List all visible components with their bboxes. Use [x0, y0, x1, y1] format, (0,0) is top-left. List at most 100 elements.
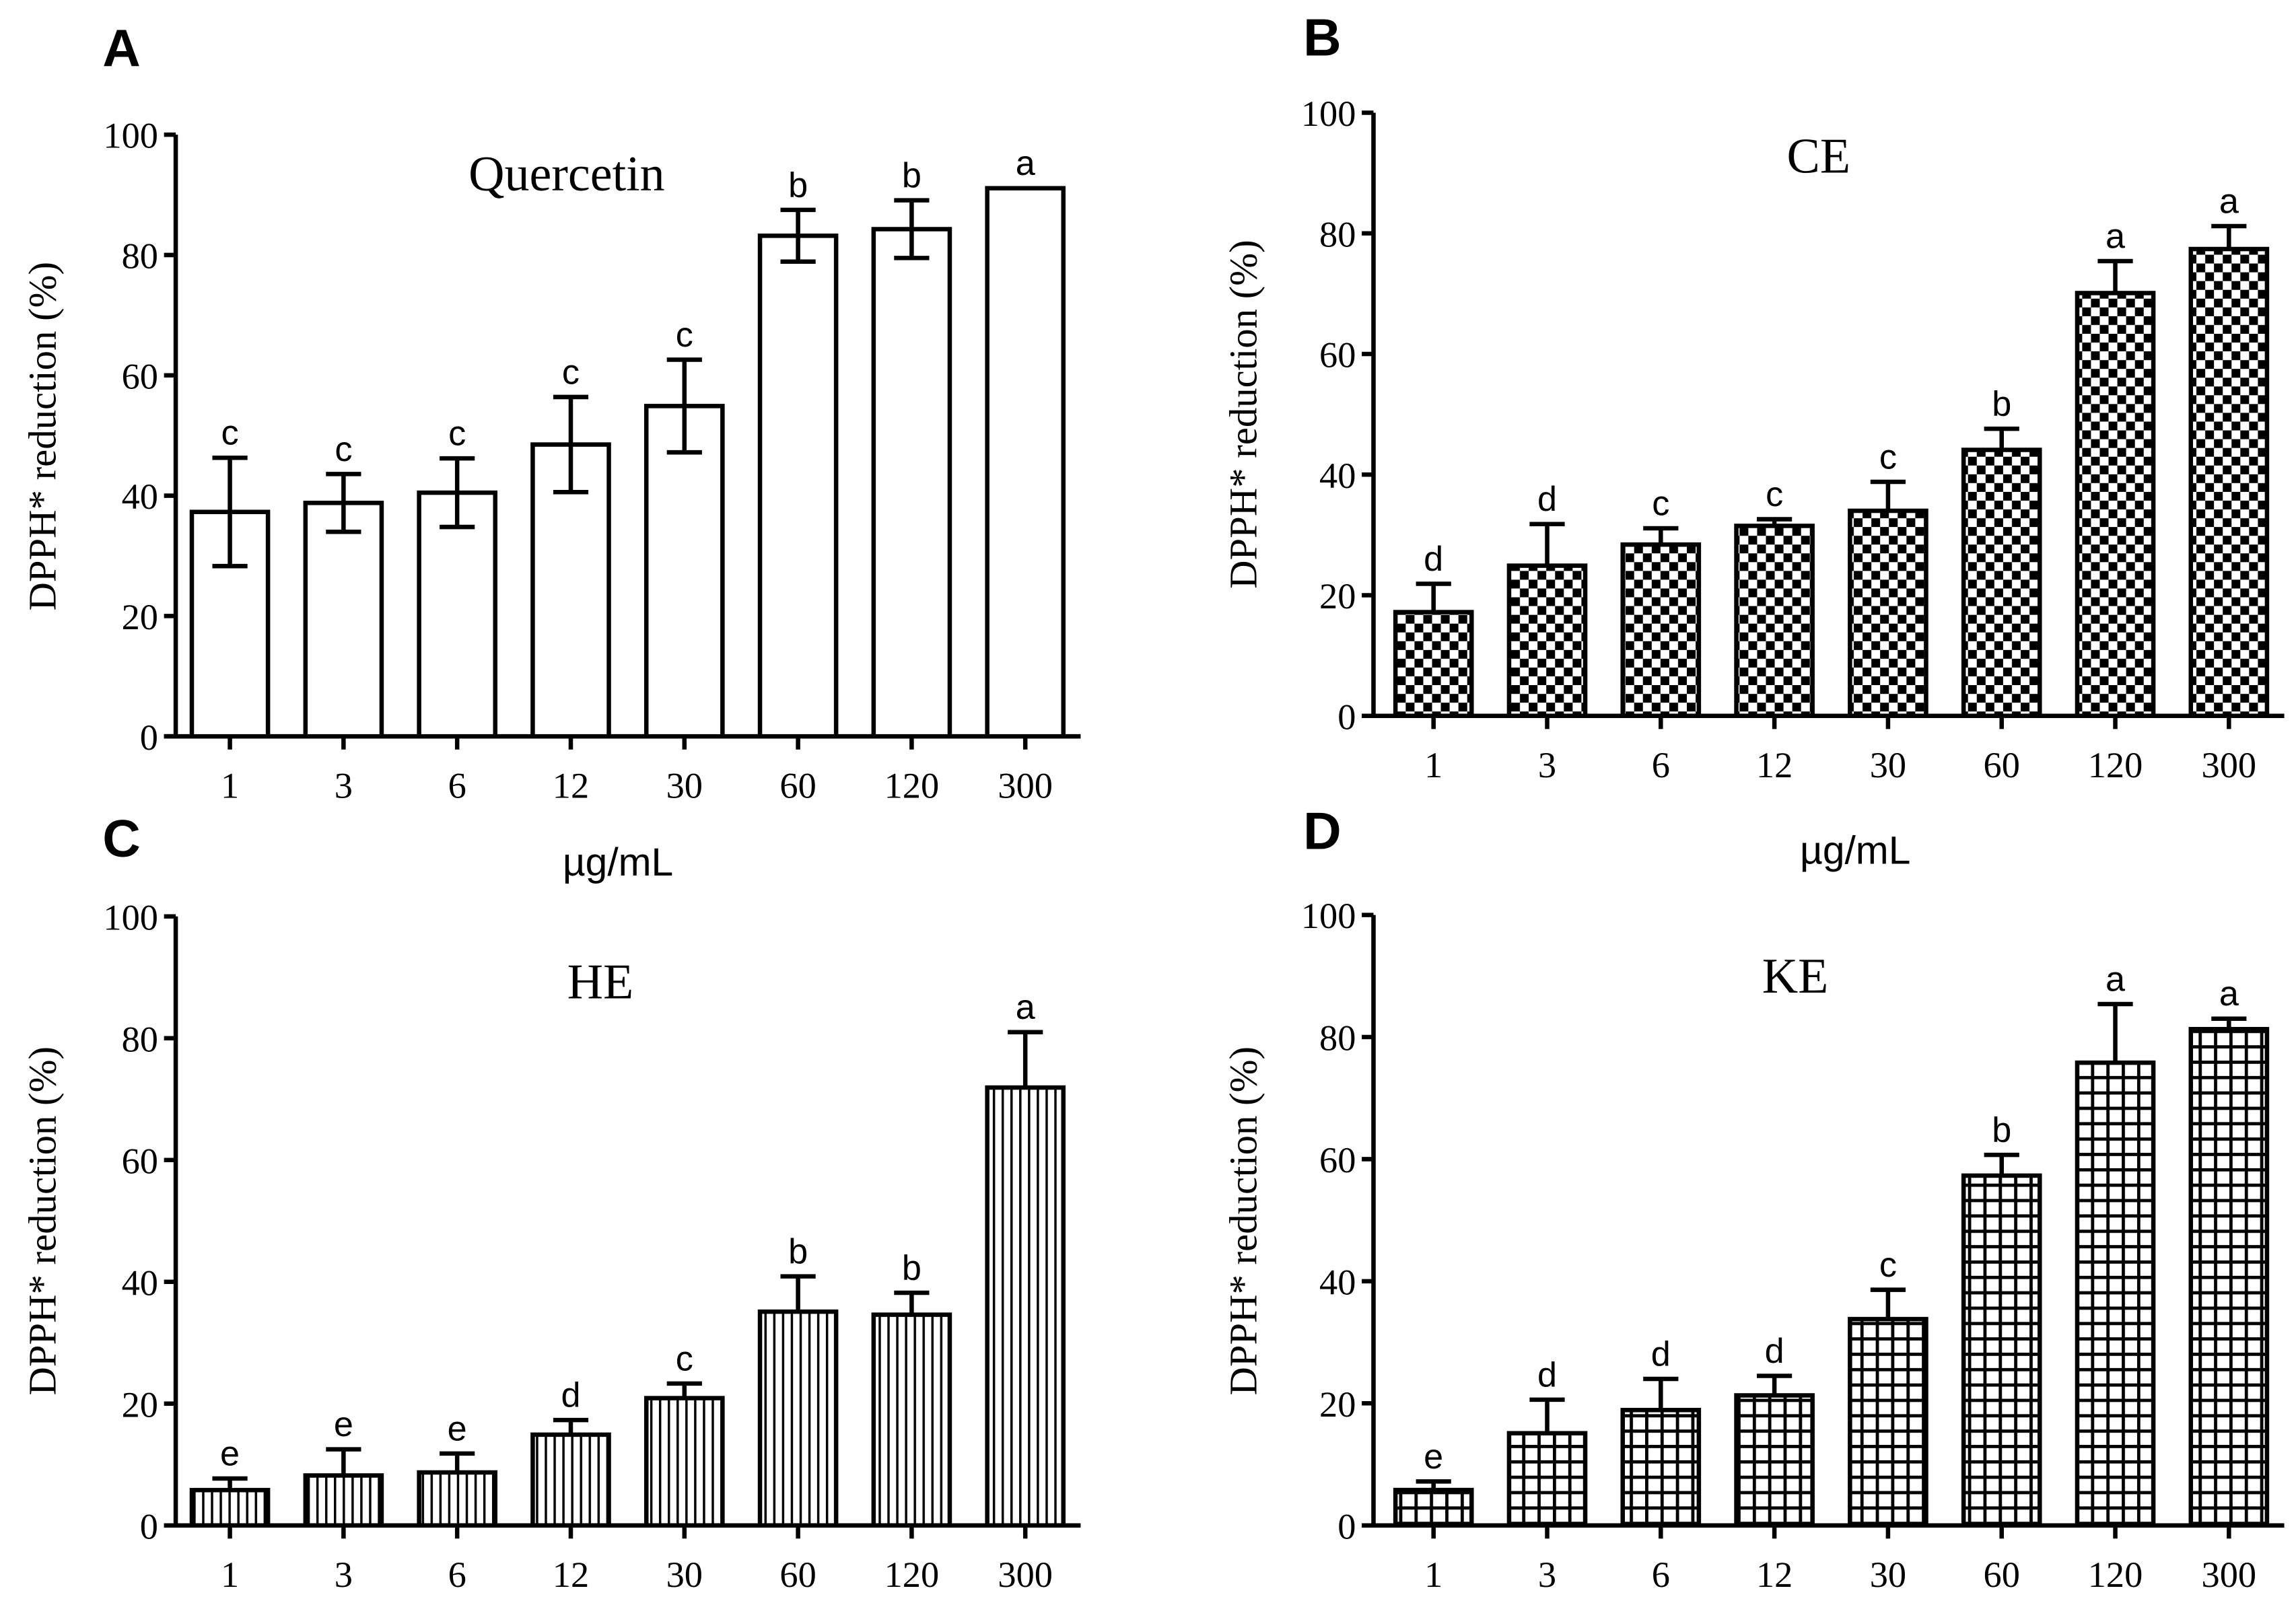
x-tick-label: 12: [1756, 1555, 1793, 1595]
significance-letter: c: [1652, 484, 1669, 523]
significance-letter: b: [1992, 1111, 2011, 1150]
y-tick-label: 100: [1301, 94, 1356, 134]
y-tick-label: 60: [122, 356, 158, 396]
x-tick-label: 3: [1538, 1555, 1556, 1595]
bar: [1393, 1487, 1474, 1528]
y-tick-label: 20: [1319, 1384, 1356, 1425]
bar: [1734, 1393, 1815, 1528]
y-axis-label: DPPH* reduction (%): [21, 262, 65, 611]
significance-letter: c: [676, 316, 693, 355]
bar: [1393, 610, 1474, 719]
significance-letter: a: [2106, 960, 2126, 999]
y-axis-label: DPPH* reduction (%): [21, 1046, 65, 1396]
x-axis-label: µg/mL: [563, 841, 673, 884]
x-tick-label: 120: [884, 1555, 940, 1595]
significance-letter: d: [1424, 540, 1443, 579]
y-axis-label: DPPH* reduction (%): [1221, 240, 1265, 589]
y-tick-label: 0: [1337, 697, 1356, 737]
panel-label: A: [102, 18, 141, 77]
significance-letter: e: [220, 1434, 240, 1473]
bar: [871, 1312, 952, 1528]
y-tick-label: 80: [1319, 214, 1356, 254]
y-tick-label: 20: [1319, 576, 1356, 616]
bar: [1848, 1316, 1928, 1528]
significance-letter: c: [1879, 1246, 1897, 1285]
y-tick-label: 40: [122, 476, 158, 517]
x-tick-label: 60: [1984, 1555, 2020, 1595]
y-tick-label: 0: [140, 1506, 158, 1546]
x-tick-label: 30: [1870, 745, 1906, 785]
x-tick-label: 30: [666, 1555, 703, 1595]
bar: [1961, 1173, 2042, 1528]
x-tick-label: 300: [2202, 745, 2257, 785]
y-tick-label: 40: [1319, 1262, 1356, 1302]
significance-letter: d: [1537, 480, 1557, 519]
significance-letter: c: [335, 430, 352, 469]
panel-label: B: [1303, 8, 1342, 67]
significance-letter: b: [902, 156, 921, 195]
significance-letter: c: [1766, 475, 1783, 514]
x-tick-label: 6: [1652, 745, 1670, 785]
bar: [1961, 448, 2042, 719]
bar: [643, 404, 725, 739]
y-tick-label: 0: [1337, 1506, 1356, 1546]
x-tick-label: 12: [553, 766, 589, 806]
y-tick-label: 20: [122, 597, 158, 637]
y-tick-label: 40: [1319, 456, 1356, 496]
chart-title: CE: [1787, 129, 1851, 184]
x-tick-label: 12: [1756, 745, 1793, 785]
x-tick-label: 60: [779, 1555, 816, 1595]
significance-letter: e: [334, 1405, 353, 1444]
x-tick-label: 120: [2088, 745, 2143, 785]
y-tick-label: 60: [1319, 335, 1356, 376]
significance-letter: d: [1765, 1332, 1784, 1371]
bar: [1848, 508, 1928, 719]
significance-letter: a: [1016, 144, 1036, 183]
bar: [985, 1085, 1066, 1528]
bar: [871, 227, 952, 739]
significance-letter: b: [902, 1248, 921, 1287]
x-tick-label: 3: [1538, 745, 1556, 785]
x-tick-label: 6: [448, 766, 466, 806]
x-tick-label: 3: [335, 766, 353, 806]
x-tick-label: 1: [221, 766, 239, 806]
bar: [1620, 1407, 1702, 1528]
significance-letter: e: [448, 1409, 467, 1448]
y-tick-label: 60: [122, 1141, 158, 1181]
significance-letter: b: [788, 166, 808, 205]
x-tick-label: 6: [1652, 1555, 1670, 1595]
y-tick-label: 20: [122, 1384, 158, 1425]
significance-letter: d: [1537, 1355, 1557, 1394]
x-tick-label: 30: [1870, 1555, 1906, 1595]
y-tick-label: 100: [103, 116, 158, 156]
x-tick-label: 60: [779, 766, 816, 806]
bar: [417, 490, 497, 739]
bar: [530, 1432, 611, 1528]
y-tick-label: 100: [103, 897, 158, 937]
significance-letter: c: [676, 1339, 693, 1378]
significance-letter: c: [1879, 437, 1897, 476]
bar: [2188, 246, 2270, 719]
y-tick-label: 80: [1319, 1018, 1356, 1059]
x-axis-label: µg/mL: [1800, 828, 1910, 872]
significance-letter: d: [561, 1376, 580, 1415]
significance-letter: a: [2106, 217, 2126, 256]
significance-letter: a: [1016, 988, 1036, 1027]
bar: [1506, 563, 1588, 719]
x-tick-label: 300: [998, 1555, 1053, 1595]
x-tick-label: 12: [553, 1555, 589, 1595]
significance-letter: c: [448, 415, 466, 454]
x-tick-label: 30: [666, 766, 703, 806]
chart-title: HE: [567, 954, 634, 1009]
significance-letter: a: [2219, 974, 2239, 1013]
y-axis-label: DPPH* reduction (%): [1221, 1046, 1265, 1396]
bar: [303, 1473, 384, 1528]
bar: [1506, 1431, 1588, 1528]
chart-title: Quercetin: [468, 146, 665, 201]
x-tick-label: 1: [1424, 1555, 1442, 1595]
y-tick-label: 80: [122, 1019, 158, 1059]
significance-letter: c: [562, 353, 580, 392]
x-tick-label: 1: [221, 1555, 239, 1595]
x-tick-label: 300: [2202, 1555, 2257, 1595]
